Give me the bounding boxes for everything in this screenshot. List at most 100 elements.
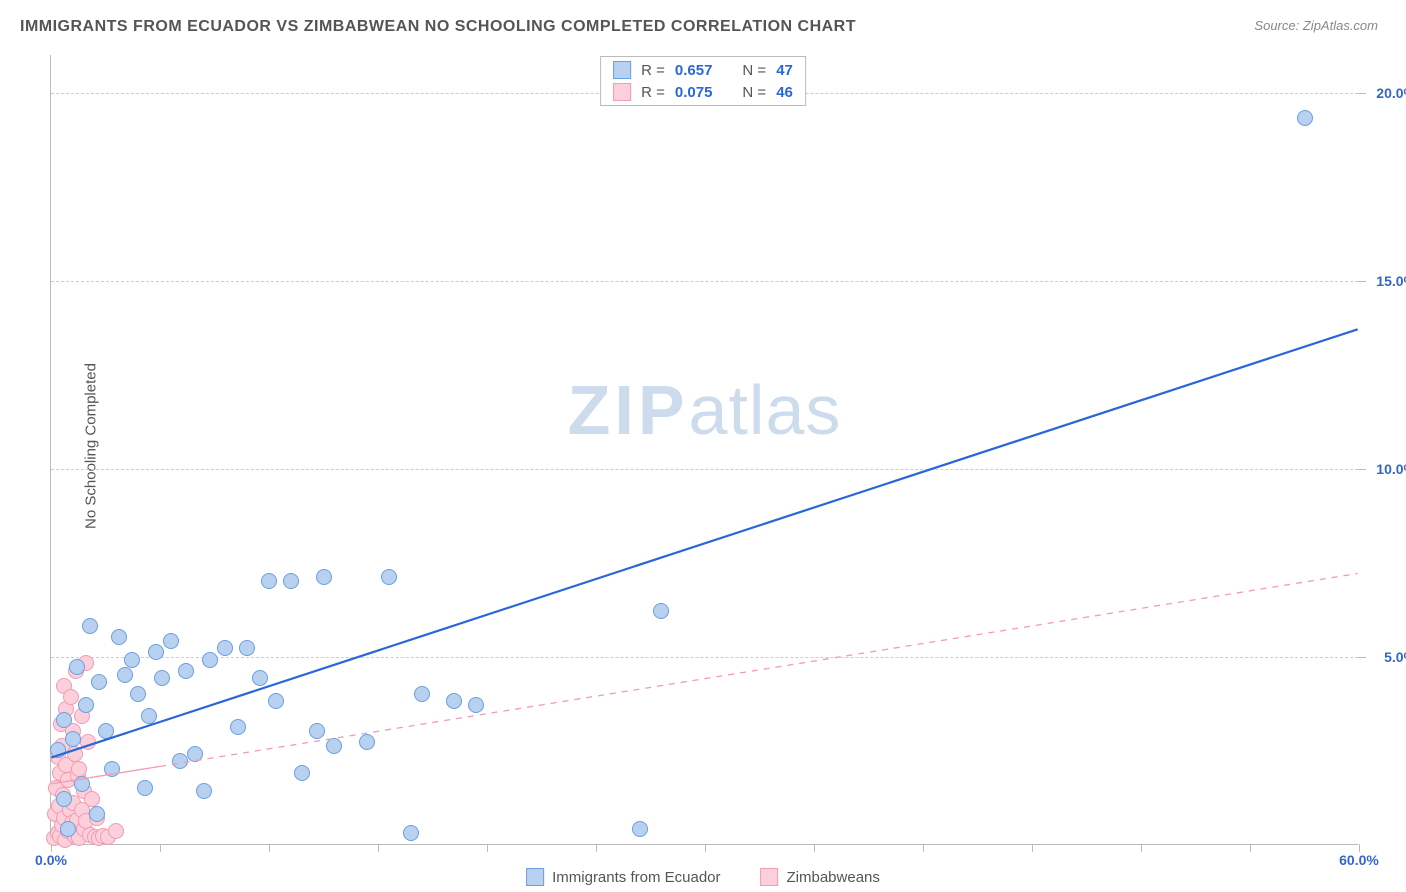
data-point-ecuador — [69, 659, 85, 675]
y-tick — [1358, 93, 1366, 94]
legend-label-ecuador: Immigrants from Ecuador — [552, 869, 720, 886]
legend-label-zimbabwe: Zimbabweans — [787, 869, 880, 886]
data-point-ecuador — [261, 573, 277, 589]
data-point-ecuador — [148, 644, 164, 660]
y-tick-label: 10.0% — [1376, 461, 1406, 477]
y-tick-label: 5.0% — [1384, 649, 1406, 665]
data-point-ecuador — [468, 697, 484, 713]
trend-line-zimbabwe — [160, 573, 1357, 766]
x-tick — [269, 844, 270, 852]
data-point-ecuador — [117, 667, 133, 683]
x-tick — [1250, 844, 1251, 852]
data-point-zimbabwe — [63, 689, 79, 705]
data-point-ecuador — [632, 821, 648, 837]
x-tick — [1141, 844, 1142, 852]
data-point-ecuador — [1297, 110, 1313, 126]
gridline-h — [51, 281, 1358, 282]
data-point-ecuador — [98, 723, 114, 739]
y-tick-label: 20.0% — [1376, 85, 1406, 101]
data-point-ecuador — [446, 693, 462, 709]
data-point-ecuador — [74, 776, 90, 792]
data-point-zimbabwe — [80, 734, 96, 750]
gridline-h — [51, 657, 1358, 658]
data-point-ecuador — [60, 821, 76, 837]
data-point-ecuador — [89, 806, 105, 822]
r-label: R = — [641, 84, 665, 101]
y-tick-label: 15.0% — [1376, 273, 1406, 289]
data-point-ecuador — [187, 746, 203, 762]
legend-stats-row-ecuador: R = 0.657 N = 47 — [601, 59, 805, 81]
x-tick — [705, 844, 706, 852]
data-point-ecuador — [653, 603, 669, 619]
data-point-ecuador — [82, 618, 98, 634]
data-point-ecuador — [239, 640, 255, 656]
data-point-ecuador — [294, 765, 310, 781]
x-tick — [1032, 844, 1033, 852]
n-label: N = — [742, 62, 766, 79]
trend-line-ecuador — [160, 329, 1357, 722]
legend-stats-row-zimbabwe: R = 0.075 N = 46 — [601, 81, 805, 103]
x-tick — [378, 844, 379, 852]
data-point-ecuador — [137, 780, 153, 796]
trend-lines-layer — [51, 55, 1358, 844]
x-tick — [1359, 844, 1360, 852]
r-value-zimbabwe: 0.075 — [675, 84, 713, 101]
data-point-ecuador — [268, 693, 284, 709]
x-tick-label: 60.0% — [1339, 852, 1379, 868]
data-point-ecuador — [316, 569, 332, 585]
data-point-ecuador — [381, 569, 397, 585]
data-point-ecuador — [141, 708, 157, 724]
data-point-ecuador — [130, 686, 146, 702]
n-value-ecuador: 47 — [776, 62, 793, 79]
data-point-ecuador — [309, 723, 325, 739]
y-tick — [1358, 281, 1366, 282]
data-point-ecuador — [91, 674, 107, 690]
legend-series: Immigrants from Ecuador Zimbabweans — [526, 868, 880, 886]
x-tick — [596, 844, 597, 852]
x-tick-label: 0.0% — [35, 852, 67, 868]
watermark-rest: atlas — [689, 371, 842, 449]
data-point-ecuador — [111, 629, 127, 645]
x-tick — [160, 844, 161, 852]
x-tick — [814, 844, 815, 852]
data-point-ecuador — [78, 697, 94, 713]
data-point-ecuador — [56, 791, 72, 807]
data-point-ecuador — [104, 761, 120, 777]
n-label: N = — [742, 84, 766, 101]
legend-item-zimbabwe: Zimbabweans — [761, 868, 880, 886]
legend-stats: R = 0.657 N = 47 R = 0.075 N = 46 — [600, 56, 806, 106]
source-attribution: Source: ZipAtlas.com — [1254, 18, 1378, 33]
legend-item-ecuador: Immigrants from Ecuador — [526, 868, 720, 886]
y-tick — [1358, 469, 1366, 470]
data-point-ecuador — [65, 731, 81, 747]
swatch-ecuador — [613, 61, 631, 79]
data-point-zimbabwe — [67, 746, 83, 762]
data-point-ecuador — [202, 652, 218, 668]
data-point-ecuador — [217, 640, 233, 656]
watermark-bold: ZIP — [568, 371, 689, 449]
data-point-ecuador — [124, 652, 140, 668]
data-point-ecuador — [414, 686, 430, 702]
y-tick — [1358, 657, 1366, 658]
data-point-ecuador — [178, 663, 194, 679]
data-point-ecuador — [163, 633, 179, 649]
n-value-zimbabwe: 46 — [776, 84, 793, 101]
r-label: R = — [641, 62, 665, 79]
data-point-ecuador — [252, 670, 268, 686]
data-point-ecuador — [403, 825, 419, 841]
gridline-h — [51, 469, 1358, 470]
swatch-zimbabwe — [613, 83, 631, 101]
data-point-zimbabwe — [108, 823, 124, 839]
data-point-ecuador — [56, 712, 72, 728]
data-point-ecuador — [230, 719, 246, 735]
chart-title: IMMIGRANTS FROM ECUADOR VS ZIMBABWEAN NO… — [20, 18, 856, 36]
watermark: ZIPatlas — [568, 370, 842, 450]
r-value-ecuador: 0.657 — [675, 62, 713, 79]
source-value: ZipAtlas.com — [1303, 18, 1378, 33]
swatch-zimbabwe — [761, 868, 779, 886]
data-point-zimbabwe — [71, 761, 87, 777]
swatch-ecuador — [526, 868, 544, 886]
data-point-ecuador — [154, 670, 170, 686]
data-point-ecuador — [172, 753, 188, 769]
data-point-zimbabwe — [84, 791, 100, 807]
